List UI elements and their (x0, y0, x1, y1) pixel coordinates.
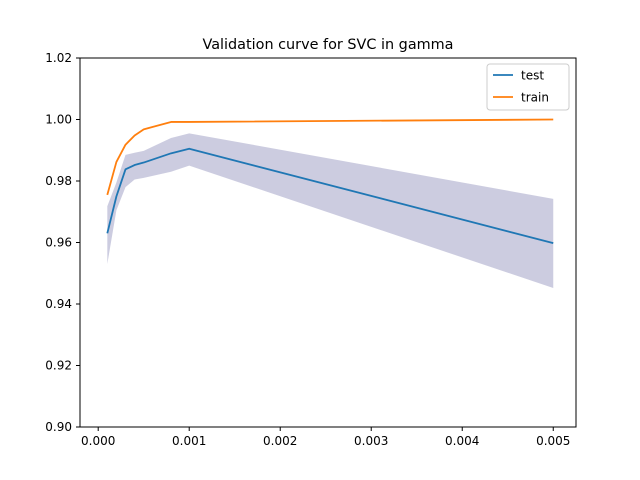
y-tick-label: 0.96 (45, 236, 72, 250)
x-tick-label: 0.003 (354, 434, 388, 448)
x-tick-label: 0.005 (536, 434, 570, 448)
legend-label-train: train (521, 91, 549, 105)
plot-area (106, 118, 554, 289)
x-tick-label: 0.000 (81, 434, 115, 448)
y-tick-label: 1.02 (45, 51, 72, 65)
test-confidence-band (107, 133, 554, 289)
y-tick-label: 0.94 (45, 297, 72, 311)
legend-label-test: test (521, 69, 544, 83)
series-line-test (106, 147, 554, 244)
y-tick-label: 0.92 (45, 359, 72, 373)
series-line-train (106, 118, 554, 196)
chart-title: Validation curve for SVC in gamma (203, 37, 454, 53)
x-tick-label: 0.001 (172, 434, 206, 448)
legend: test train (486, 63, 570, 111)
y-tick-label: 0.90 (45, 420, 72, 434)
x-tick-label: 0.002 (263, 434, 297, 448)
y-tick-label: 0.98 (45, 174, 72, 188)
x-tick-label: 0.004 (445, 434, 479, 448)
axes: 0.000 0.001 0.002 0.003 0.004 0.005 0.90 0.92 0.… (45, 51, 577, 448)
y-tick-label: 1.00 (45, 113, 72, 127)
